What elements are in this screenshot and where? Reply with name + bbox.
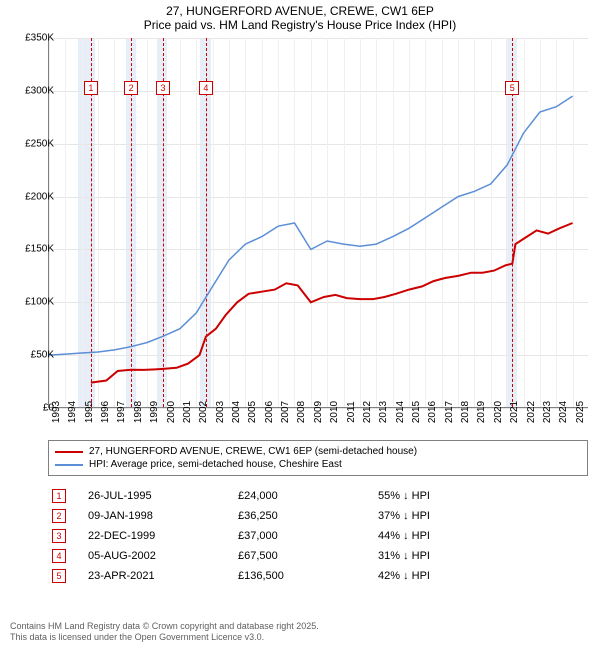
table-price: £24,000 <box>238 490 378 502</box>
table-date: 23-APR-2021 <box>88 570 238 582</box>
x-axis-label: 1994 <box>67 401 78 423</box>
table-marker-box: 3 <box>52 529 66 543</box>
y-axis-label: £150K <box>25 244 54 255</box>
x-axis-label: 2010 <box>329 401 340 423</box>
x-axis-label: 2022 <box>526 401 537 423</box>
legend-swatch <box>55 451 83 453</box>
legend-item: HPI: Average price, semi-detached house,… <box>55 458 581 471</box>
table-marker-box: 1 <box>52 489 66 503</box>
table-delta: 44% ↓ HPI <box>378 530 558 542</box>
table-date: 05-AUG-2002 <box>88 550 238 562</box>
x-axis-label: 2009 <box>313 401 324 423</box>
series-line <box>91 223 573 383</box>
x-axis-label: 2007 <box>280 401 291 423</box>
x-axis-label: 2000 <box>166 401 177 423</box>
x-axis-label: 2004 <box>231 401 242 423</box>
x-axis-label: 2013 <box>378 401 389 423</box>
x-axis-label: 1997 <box>116 401 127 423</box>
x-axis-label: 2015 <box>411 401 422 423</box>
y-axis-label: £350K <box>25 33 54 44</box>
x-axis-label: 1995 <box>84 401 95 423</box>
x-axis-label: 2020 <box>493 401 504 423</box>
x-axis-label: 2001 <box>182 401 193 423</box>
chart-title-address: 27, HUNGERFORD AVENUE, CREWE, CW1 6EP <box>0 4 600 18</box>
x-axis-label: 2016 <box>427 401 438 423</box>
x-axis-label: 1996 <box>100 401 111 423</box>
x-axis-label: 2017 <box>444 401 455 423</box>
table-date: 22-DEC-1999 <box>88 530 238 542</box>
x-axis-label: 2012 <box>362 401 373 423</box>
table-price: £136,500 <box>238 570 378 582</box>
y-axis-label: £250K <box>25 138 54 149</box>
x-axis-label: 2023 <box>542 401 553 423</box>
y-axis-label: £100K <box>25 297 54 308</box>
x-axis-label: 2025 <box>575 401 586 423</box>
y-axis-label: £200K <box>25 191 54 202</box>
table-delta: 37% ↓ HPI <box>378 510 558 522</box>
table-row: 5 23-APR-2021£136,50042% ↓ HPI <box>48 566 588 586</box>
x-axis-label: 2019 <box>476 401 487 423</box>
x-axis-label: 2003 <box>215 401 226 423</box>
table-row: 1 26-JUL-1995£24,00055% ↓ HPI <box>48 486 588 506</box>
table-date: 26-JUL-1995 <box>88 490 238 502</box>
legend-item: 27, HUNGERFORD AVENUE, CREWE, CW1 6EP (s… <box>55 445 581 458</box>
table-marker-box: 2 <box>52 509 66 523</box>
legend-swatch <box>55 464 83 466</box>
footer-line1: Contains HM Land Registry data © Crown c… <box>10 621 319 633</box>
chart-title-desc: Price paid vs. HM Land Registry's House … <box>0 18 600 32</box>
legend-label: HPI: Average price, semi-detached house,… <box>89 459 342 470</box>
table-row: 3 22-DEC-1999£37,00044% ↓ HPI <box>48 526 588 546</box>
x-axis-label: 1998 <box>133 401 144 423</box>
table-price: £36,250 <box>238 510 378 522</box>
transactions-table: 1 26-JUL-1995£24,00055% ↓ HPI 2 09-JAN-1998… <box>48 486 588 586</box>
x-axis-label: 2021 <box>509 401 520 423</box>
x-axis-label: 2008 <box>296 401 307 423</box>
x-axis-label: 2006 <box>264 401 275 423</box>
x-axis-label: 2005 <box>247 401 258 423</box>
series-line <box>49 96 573 355</box>
x-axis-label: 2018 <box>460 401 471 423</box>
table-price: £37,000 <box>238 530 378 542</box>
table-price: £67,500 <box>238 550 378 562</box>
x-axis-label: 2014 <box>395 401 406 423</box>
y-axis-label: £300K <box>25 85 54 96</box>
table-row: 2 09-JAN-1998£36,25037% ↓ HPI <box>48 506 588 526</box>
x-axis-label: 2024 <box>558 401 569 423</box>
plot-box: 12345 <box>48 38 588 408</box>
table-delta: 55% ↓ HPI <box>378 490 558 502</box>
table-row: 4 05-AUG-2002£67,50031% ↓ HPI <box>48 546 588 566</box>
x-axis-label: 2011 <box>346 401 357 423</box>
chart-footer: Contains HM Land Registry data © Crown c… <box>10 621 319 644</box>
x-axis-label: 1993 <box>51 401 62 423</box>
y-axis-label: £50K <box>31 350 54 361</box>
footer-line2: This data is licensed under the Open Gov… <box>10 632 319 644</box>
table-marker-box: 5 <box>52 569 66 583</box>
chart-legend: 27, HUNGERFORD AVENUE, CREWE, CW1 6EP (s… <box>48 440 588 476</box>
chart-plot-area: 12345 <box>48 38 588 408</box>
table-date: 09-JAN-1998 <box>88 510 238 522</box>
table-delta: 31% ↓ HPI <box>378 550 558 562</box>
x-axis-label: 1999 <box>149 401 160 423</box>
table-marker-box: 4 <box>52 549 66 563</box>
x-axis-label: 2002 <box>198 401 209 423</box>
table-delta: 42% ↓ HPI <box>378 570 558 582</box>
legend-label: 27, HUNGERFORD AVENUE, CREWE, CW1 6EP (s… <box>89 446 417 457</box>
